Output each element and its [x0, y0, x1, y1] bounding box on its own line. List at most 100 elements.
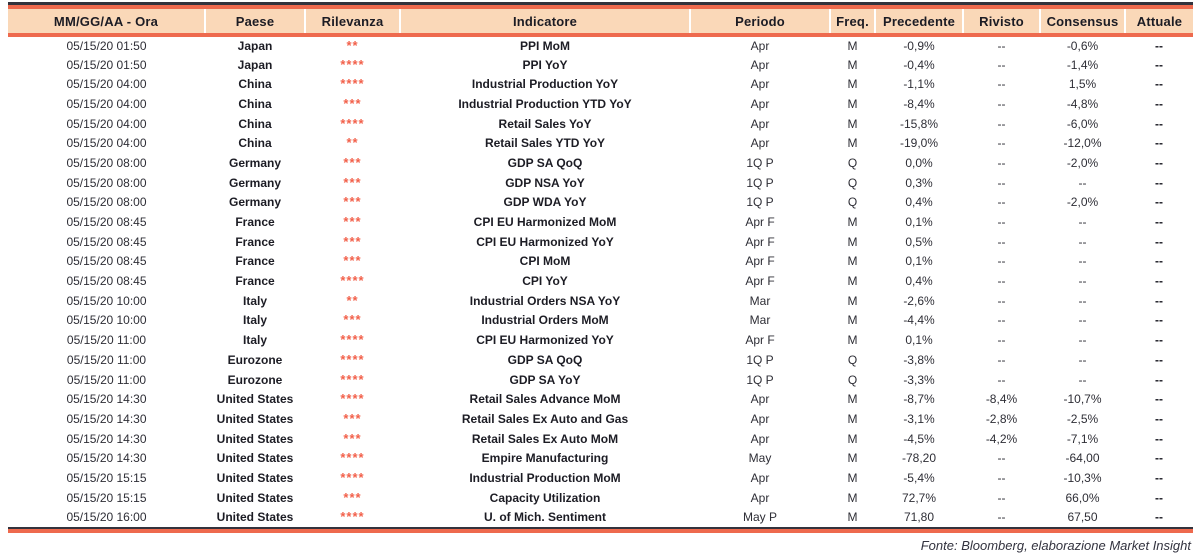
cell-actual: --: [1155, 352, 1163, 367]
cell-datetime: 05/15/20 11:00: [66, 333, 147, 348]
cell-relevance: ****: [340, 450, 365, 466]
cell-actual: --: [1155, 155, 1163, 170]
cell-previous: -3,1%: [903, 411, 935, 426]
cell-country: United States: [216, 510, 294, 525]
cell-period: 1Q P: [746, 352, 774, 367]
column-header-indicator: Indicatore: [400, 9, 691, 37]
cell-indicator: Retail Sales Ex Auto MoM: [471, 431, 619, 446]
cell-datetime: 05/15/20 08:45: [66, 215, 147, 230]
table-row: 05/15/20 08:00 Germany *** GDP WDA YoY 1Q P Q…: [8, 193, 1193, 213]
cell-datetime: 05/15/20 16:00: [66, 510, 147, 525]
cell-actual: --: [1155, 195, 1163, 210]
cell-previous: -2,6%: [903, 293, 935, 308]
cell-previous: -78,20: [901, 451, 937, 466]
cell-revised: --: [997, 195, 1006, 210]
cell-relevance: **: [346, 37, 359, 53]
cell-country: Germany: [228, 195, 282, 210]
table-row: 05/15/20 04:00 China ** Retail Sales YTD Yo…: [8, 133, 1193, 153]
cell-revised: --: [997, 38, 1006, 53]
cell-consensus: --: [1078, 254, 1087, 269]
header-row: MM/GG/AA - Ora Paese Rilevanza Indicatore Pe…: [8, 9, 1193, 37]
cell-revised: --: [997, 333, 1006, 348]
cell-consensus: 66,0%: [1065, 490, 1100, 505]
cell-revised: --: [997, 175, 1006, 190]
cell-datetime: 05/15/20 14:30: [66, 392, 147, 407]
cell-actual: --: [1155, 372, 1163, 387]
cell-previous: -0,4%: [903, 57, 935, 72]
cell-previous: -3,8%: [903, 352, 935, 367]
cell-relevance: ****: [340, 76, 365, 92]
cell-indicator: Industrial Production YoY: [471, 77, 619, 92]
column-header-period: Periodo: [690, 9, 831, 37]
cell-period: Apr: [750, 411, 770, 426]
cell-consensus: --: [1078, 234, 1087, 249]
cell-revised: --: [997, 451, 1006, 466]
cell-period: Apr: [750, 470, 770, 485]
cell-frequency: M: [847, 57, 858, 72]
cell-actual: --: [1155, 234, 1163, 249]
cell-relevance: ***: [343, 253, 362, 269]
cell-period: Apr: [750, 136, 770, 151]
cell-previous: 0,4%: [905, 274, 933, 289]
table-row: 05/15/20 04:00 China *** Industrial Product…: [8, 94, 1193, 114]
cell-country: United States: [216, 470, 294, 485]
cell-period: May: [748, 451, 772, 466]
cell-revised: --: [997, 77, 1006, 92]
cell-previous: 0,1%: [905, 215, 933, 230]
cell-revised: --: [997, 57, 1006, 72]
cell-actual: --: [1155, 116, 1163, 131]
cell-indicator: U. of Mich. Sentiment: [483, 510, 606, 525]
column-header-actual: Attuale: [1125, 9, 1193, 37]
cell-frequency: M: [847, 490, 858, 505]
cell-previous: -1,1%: [903, 77, 935, 92]
cell-relevance: ***: [343, 312, 362, 328]
cell-period: Apr: [750, 431, 770, 446]
cell-period: Apr: [750, 57, 770, 72]
table-row: 05/15/20 11:00 Eurozone **** GDP SA QoQ 1Q P…: [8, 350, 1193, 370]
table-row: 05/15/20 15:15 United States *** Capacity U…: [8, 488, 1193, 508]
cell-country: Italy: [242, 333, 267, 348]
cell-indicator: Retail Sales YoY: [498, 116, 592, 131]
table-row: 05/15/20 08:45 France *** CPI EU Harmonized…: [8, 212, 1193, 232]
cell-period: Apr F: [745, 274, 775, 289]
cell-period: May P: [742, 510, 777, 525]
cell-relevance: ***: [343, 410, 362, 426]
top-dark-rule: [8, 2, 1193, 5]
cell-consensus: --: [1078, 333, 1087, 348]
table-row: 05/15/20 16:00 United States **** U. of Mic…: [8, 508, 1193, 528]
cell-indicator: PPI MoM: [520, 38, 570, 53]
cell-consensus: -2,0%: [1066, 195, 1099, 210]
cell-consensus: -6,0%: [1066, 116, 1099, 131]
cell-consensus: -4,8%: [1066, 96, 1099, 111]
cell-revised: --: [997, 352, 1006, 367]
cell-period: 1Q P: [746, 195, 774, 210]
cell-frequency: M: [847, 38, 858, 53]
cell-actual: --: [1155, 411, 1163, 426]
cell-previous: 0,1%: [905, 254, 933, 269]
cell-country: France: [235, 254, 275, 269]
cell-frequency: Q: [847, 352, 858, 367]
cell-period: Apr: [750, 96, 770, 111]
cell-actual: --: [1155, 333, 1163, 348]
cell-datetime: 05/15/20 01:50: [66, 38, 147, 53]
cell-period: 1Q P: [746, 175, 774, 190]
cell-indicator: CPI EU Harmonized YoY: [476, 234, 614, 249]
table-row: 05/15/20 10:00 Italy ** Industrial Orders N…: [8, 291, 1193, 311]
cell-period: Mar: [749, 293, 771, 308]
cell-datetime: 05/15/20 08:00: [66, 155, 147, 170]
cell-frequency: M: [847, 333, 858, 348]
table-row: 05/15/20 14:30 United States **** Retail Sa…: [8, 389, 1193, 409]
cell-country: United States: [216, 431, 294, 446]
cell-previous: -4,4%: [903, 313, 935, 328]
cell-frequency: M: [847, 136, 858, 151]
cell-relevance: ***: [343, 489, 362, 505]
cell-period: Apr: [750, 392, 770, 407]
cell-consensus: --: [1078, 215, 1087, 230]
cell-actual: --: [1155, 510, 1163, 525]
table-row: 05/15/20 14:30 United States **** Empire Ma…: [8, 448, 1193, 468]
cell-indicator: Retail Sales YTD YoY: [484, 136, 606, 151]
cell-consensus: -64,00: [1065, 451, 1100, 466]
cell-country: China: [238, 77, 272, 92]
top-accent-rule: [8, 5, 1193, 9]
